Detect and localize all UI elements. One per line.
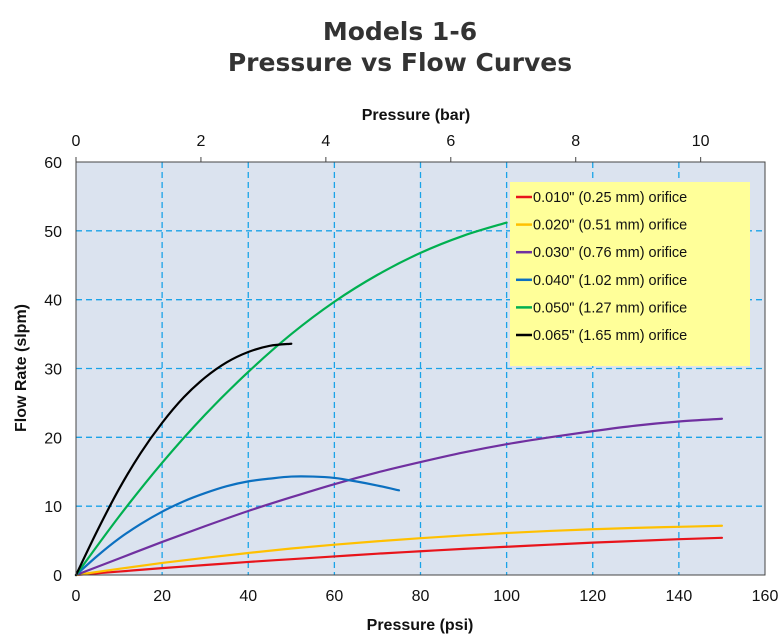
x-tick-label-0: 0 — [72, 588, 81, 605]
y-tick-label-4: 40 — [44, 293, 62, 310]
x-tick-label-4: 80 — [412, 588, 430, 605]
x-tick-label-5: 100 — [493, 588, 520, 605]
x2-tick-label-3: 6 — [446, 133, 455, 150]
series-line-4 — [74, 221, 508, 577]
series-line-3 — [74, 475, 401, 577]
y-axis-ticks: 0 10 20 30 40 50 60 — [44, 155, 62, 585]
legend-label-4: 0.050" (1.27 mm) orifice — [533, 300, 687, 316]
chart-title-line-1: Models 1-6 — [323, 17, 477, 46]
x2-tick-label-4: 8 — [571, 133, 580, 150]
y-axis-title: Flow Rate (slpm) — [13, 304, 30, 432]
plot-border — [75, 161, 766, 576]
legend-label-0: 0.010" (0.25 mm) orifice — [533, 190, 687, 206]
legend-label-5: 0.065" (1.65 mm) orifice — [533, 328, 687, 344]
x-tick-label-2: 40 — [239, 588, 257, 605]
x-tick-label-3: 60 — [325, 588, 343, 605]
y-tick-label-5: 50 — [44, 224, 62, 241]
legend-box — [510, 182, 750, 366]
x-tick-label-1: 20 — [153, 588, 171, 605]
series-line-2 — [74, 417, 724, 577]
y-tick-label-1: 10 — [44, 499, 62, 516]
x-axis-title: Pressure (psi) — [367, 617, 474, 634]
x-axis-ticks: 0 20 40 60 80 100 120 140 160 — [72, 588, 779, 605]
series-lines — [74, 221, 724, 577]
series-line-5 — [74, 342, 293, 577]
x2-tick-label-5: 10 — [692, 133, 710, 150]
legend: 0.010" (0.25 mm) orifice 0.020" (0.51 mm)… — [510, 182, 750, 366]
x2-tick-label-0: 0 — [72, 133, 81, 150]
series-line-1 — [74, 524, 724, 577]
x-tick-label-6: 120 — [579, 588, 606, 605]
legend-label-2: 0.030" (0.76 mm) orifice — [533, 245, 687, 261]
x-tick-label-8: 160 — [752, 588, 779, 605]
x2-axis-title: Pressure (bar) — [362, 107, 471, 124]
x2-tick-label-2: 4 — [321, 133, 330, 150]
x-tick-label-7: 140 — [666, 588, 693, 605]
y-tick-label-6: 60 — [44, 155, 62, 172]
legend-label-3: 0.040" (1.02 mm) orifice — [533, 273, 687, 289]
y-tick-label-0: 0 — [53, 568, 62, 585]
y-tick-label-3: 30 — [44, 362, 62, 379]
legend-label-1: 0.020" (0.51 mm) orifice — [533, 218, 687, 234]
x2-tick-label-1: 2 — [196, 133, 205, 150]
chart-title-line-2: Pressure vs Flow Curves — [228, 48, 572, 77]
x2-axis-ticks: 0 2 4 6 8 10 — [72, 133, 710, 162]
y-tick-label-2: 20 — [44, 430, 62, 447]
series-line-0 — [74, 536, 724, 577]
